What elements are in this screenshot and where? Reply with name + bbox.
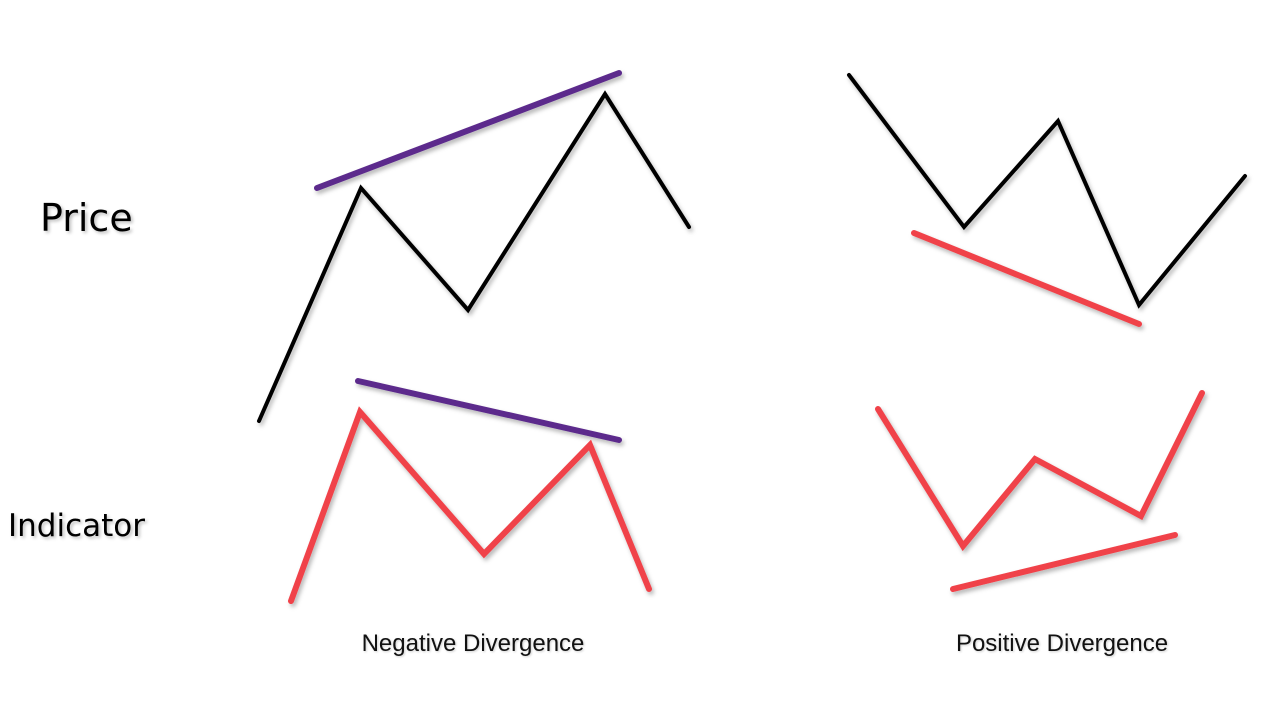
positive-divergence-panel bbox=[847, 73, 1247, 592]
positive-divergence-caption: Positive Divergence bbox=[955, 630, 1169, 657]
price-row-label: Price bbox=[40, 196, 133, 240]
negative-divergence-caption: Negative Divergence bbox=[361, 630, 585, 657]
positive-price-trendline bbox=[911, 230, 1142, 327]
positive-indicator-trendline bbox=[950, 532, 1178, 592]
indicator-row-label: Indicator bbox=[8, 508, 145, 544]
negative-price-trendline bbox=[314, 70, 622, 191]
negative-indicator-line bbox=[288, 406, 652, 604]
positive-price-line bbox=[847, 73, 1247, 309]
negative-divergence-panel bbox=[257, 70, 691, 604]
positive-indicator-line bbox=[875, 390, 1205, 552]
negative-indicator-trendline bbox=[355, 378, 622, 443]
negative-price-line bbox=[257, 90, 691, 423]
